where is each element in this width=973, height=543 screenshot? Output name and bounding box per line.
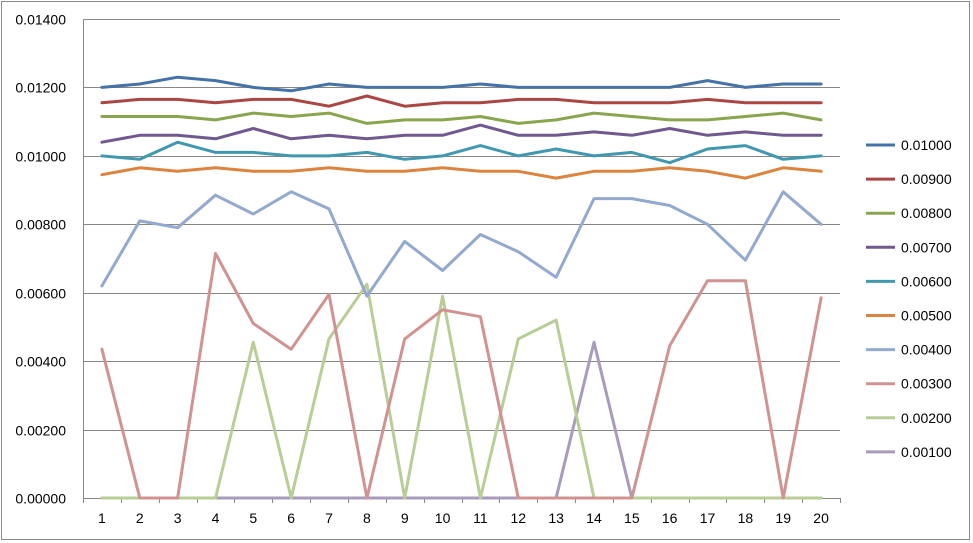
x-tick-label: 6 (287, 510, 295, 526)
legend-label: 0.00600 (901, 273, 952, 289)
legend: 0.01000 0.00900 0.00800 0.00700 0.00600 0.005… (866, 137, 952, 460)
x-tick-label: 12 (510, 510, 526, 526)
legend-label: 0.00500 (901, 308, 952, 324)
x-tick-label: 19 (775, 510, 791, 526)
x-tick-label: 18 (738, 510, 754, 526)
x-tick-label: 2 (136, 510, 144, 526)
series-line (100, 140, 823, 165)
y-tick-label: 0.01400 (15, 12, 66, 28)
x-tick-label: 4 (212, 510, 220, 526)
series-lines (100, 75, 823, 500)
series-line (100, 190, 823, 298)
series-line (100, 111, 823, 125)
legend-label: 0.00800 (901, 205, 952, 221)
legend-label: 0.00900 (901, 171, 952, 187)
x-tick-label: 1 (98, 510, 106, 526)
x-tick-label: 7 (325, 510, 333, 526)
y-tick-label: 0.00600 (15, 286, 66, 302)
x-tick-label: 20 (813, 510, 829, 526)
series-line (100, 282, 823, 500)
x-tick-label: 10 (435, 510, 451, 526)
series-line (100, 251, 823, 500)
x-tick-label: 9 (401, 510, 409, 526)
y-tick-label: 0.01200 (15, 80, 66, 96)
legend-label: 0.00100 (901, 444, 952, 460)
y-tick-label: 0.01000 (15, 149, 66, 165)
series-line (100, 94, 823, 108)
x-tick-label: 14 (586, 510, 602, 526)
y-tick-label: 0.00000 (15, 491, 66, 507)
x-tick-label: 3 (174, 510, 182, 526)
legend-label: 0.00400 (901, 342, 952, 358)
series-line (100, 166, 823, 180)
legend-label: 0.01000 (901, 137, 952, 153)
x-tick-label: 15 (624, 510, 640, 526)
legend-label: 0.00200 (901, 410, 952, 426)
x-tick-label: 16 (662, 510, 678, 526)
x-tick-label: 17 (700, 510, 716, 526)
series-line (100, 75, 823, 93)
y-tick-label: 0.00800 (15, 217, 66, 233)
x-tick-label: 13 (548, 510, 564, 526)
series-line (100, 123, 823, 144)
gridlines (83, 19, 840, 431)
y-tick-label: 0.00400 (15, 354, 66, 370)
y-tick-label: 0.00200 (15, 423, 66, 439)
x-tick-label: 11 (473, 510, 488, 526)
legend-label: 0.00300 (901, 376, 952, 392)
x-tick-label: 8 (363, 510, 371, 526)
series-line (100, 340, 823, 500)
legend-label: 0.00700 (901, 239, 952, 255)
x-tick-label: 5 (249, 510, 257, 526)
